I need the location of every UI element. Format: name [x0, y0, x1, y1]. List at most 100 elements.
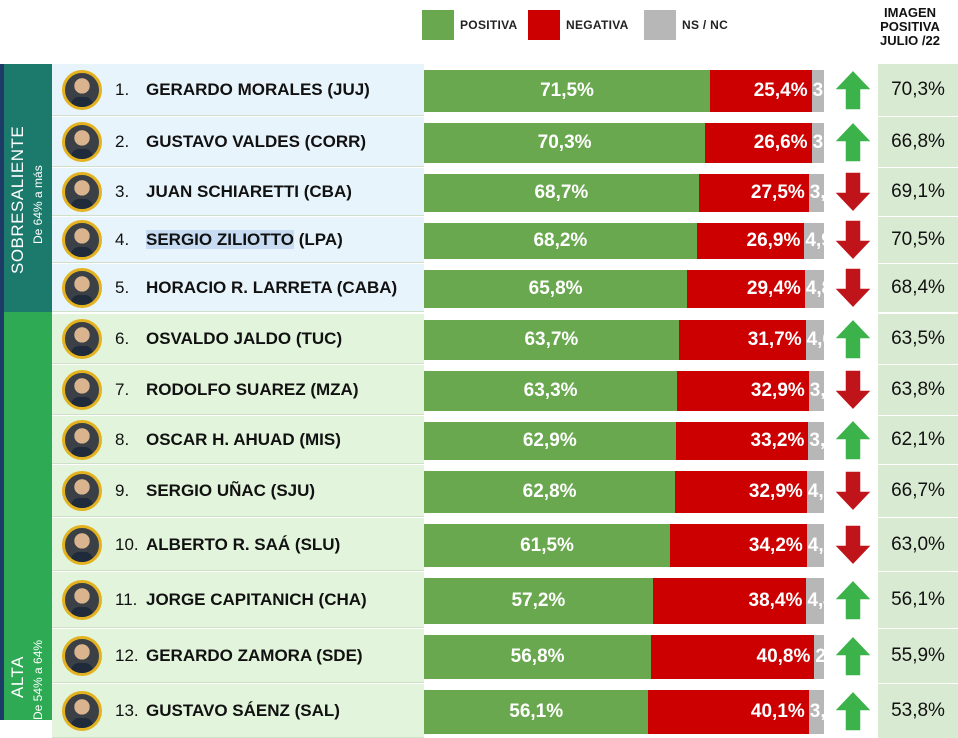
legend-swatch-nsnc: [644, 10, 676, 40]
governor-name: SERGIO UÑAC (SJU): [146, 481, 316, 500]
governor-name: OSCAR H. AHUAD (MIS): [146, 430, 341, 449]
trend-down-arrow-icon: [832, 369, 874, 412]
table-row: 2. GUSTAVO VALDES (CORR) 70,3% 26,6% 3,1% 66,…: [52, 117, 958, 167]
previous-positive-image-value: 63,5%: [878, 314, 958, 364]
legend-swatch-positive: [422, 10, 454, 40]
row-background: [52, 629, 424, 683]
row-background: [52, 465, 424, 517]
trend-down-arrow-icon: [832, 470, 874, 513]
previous-image-header-line: JULIO /22: [880, 33, 940, 48]
bar-segment-positive: 63,3%: [424, 371, 678, 411]
data-label: 4,9%: [805, 230, 824, 251]
data-label: 3,1%: [812, 80, 824, 101]
stacked-bar: 68,2% 26,9%4,9%: [424, 223, 824, 259]
row-background: [52, 518, 424, 571]
row-divider: [52, 463, 424, 464]
data-label: 3,9%: [809, 430, 824, 451]
stacked-bar: 56,8% 40,8% 2,4%: [424, 635, 824, 679]
bar-segment-nsnc: 4,9%: [804, 223, 824, 259]
governor-avatar: [62, 122, 102, 162]
table-row: 8. OSCAR H. AHUAD (MIS) 62,9% 33,2% 3,9% 62,1…: [52, 416, 958, 464]
bar-segment-nsnc: 4,6%: [805, 320, 824, 360]
governor-name: GUSTAVO VALDES (CORR): [146, 132, 367, 151]
data-label: 25,4%: [753, 80, 808, 101]
row-divider: [52, 363, 424, 364]
data-label: 4,4%: [807, 590, 824, 611]
row-background: [52, 117, 424, 167]
rank-number: 5.: [115, 278, 130, 297]
trend-up-arrow-icon: [832, 689, 874, 732]
trend-up-arrow-icon: [832, 120, 874, 163]
legend-label-positive: POSITIVA: [460, 18, 518, 32]
data-label: 3,8%: [809, 701, 824, 722]
governor-name: OSVALDO JALDO (TUC): [146, 329, 343, 348]
data-label: 4,6%: [806, 329, 824, 350]
row-background: [52, 64, 424, 116]
governor-avatar: [62, 172, 102, 212]
row-divider: [52, 570, 424, 571]
previous-image-header-line: IMAGEN: [884, 5, 936, 20]
governor-name: RODOLFO SUAREZ (MZA): [146, 380, 359, 399]
selected-text-highlight: SERGIO ZILIOTTO: [146, 230, 294, 249]
data-label: 68,7%: [534, 182, 589, 203]
previous-positive-image-value: 66,8%: [878, 117, 958, 167]
rank-number: 7.: [115, 380, 130, 399]
data-label: 4,3%: [807, 481, 824, 502]
data-label: 33,2%: [750, 430, 805, 451]
trend-down-arrow-icon: [832, 219, 874, 262]
bar-segment-positive: 70,3%: [424, 123, 706, 163]
bar-segment-nsnc: 4,3%: [806, 524, 824, 567]
governor-avatar: [62, 268, 102, 308]
bar-segment-positive: 56,1%: [424, 690, 649, 734]
trend-up-arrow-icon: [832, 68, 874, 111]
stacked-bar: 63,3% 32,9% 3,8%: [424, 371, 824, 411]
row-divider: [52, 682, 424, 683]
row-background: [52, 416, 424, 464]
bar-segment-negative: 40,8%: [651, 635, 815, 679]
table-row: 10. ALBERTO R. SAÁ (SLU) 61,5% 34,2%4,3% 63,…: [52, 518, 958, 571]
legend: POSITIVA NEGATIVA NS / NC: [0, 0, 958, 64]
bar-segment-nsnc: 4,3%: [806, 471, 824, 513]
rank-number: 3.: [115, 182, 130, 201]
data-label: 65,8%: [528, 278, 583, 299]
previous-positive-image-value: 53,8%: [878, 684, 958, 738]
rank-number: 12.: [115, 646, 139, 665]
bar-segment-nsnc: 3,8%: [808, 174, 824, 212]
data-label: 26,6%: [753, 132, 808, 153]
data-label: 68,2%: [533, 230, 588, 251]
data-label: 3,8%: [809, 380, 824, 401]
data-label: 32,9%: [750, 380, 805, 401]
governor-avatar: [62, 319, 102, 359]
data-label: 61,5%: [520, 534, 574, 556]
bar-segment-positive: 65,8%: [424, 270, 688, 308]
governor-avatar: [62, 471, 102, 511]
table-row: 4. SERGIO ZILIOTTO (LPA) 68,2% 26,9%4,9% 70,…: [52, 217, 958, 263]
bar-segment-negative: 27,5%: [698, 174, 809, 212]
table-row: 7. RODOLFO SUAREZ (MZA) 63,3% 32,9% 3,8% 63,8…: [52, 365, 958, 415]
bar-segment-nsnc: 3,9%: [808, 422, 824, 460]
rank-number: 6.: [115, 329, 130, 348]
table-row: 12. GERARDO ZAMORA (SDE) 56,8% 40,8% 2,4% 55,…: [52, 629, 958, 683]
rank-number: 2.: [115, 132, 130, 151]
bar-segment-negative: 29,4%: [687, 270, 805, 308]
governor-name: GERARDO MORALES (JUJ): [146, 80, 370, 99]
governor-name: SERGIO ZILIOTTO (LPA): [146, 230, 343, 249]
governor-avatar: [62, 691, 102, 731]
previous-image-header-line: POSITIVA: [880, 19, 940, 34]
row-background: [52, 314, 424, 364]
table-row: 6. OSVALDO JALDO (TUC) 63,7% 31,7%4,6% 63,5%: [52, 314, 958, 364]
trend-up-arrow-icon: [832, 317, 874, 360]
bar-segment-negative: 25,4%: [710, 70, 812, 112]
bar-segment-negative: 33,2%: [675, 422, 809, 460]
row-divider: [52, 262, 424, 263]
stacked-bar: 70,3% 26,6% 3,1%: [424, 123, 824, 163]
stacked-bar: 61,5% 34,2%4,3%: [424, 524, 824, 567]
bar-segment-negative: 40,1%: [648, 690, 809, 734]
data-label: 31,7%: [747, 329, 802, 350]
governor-avatar: [62, 70, 102, 110]
bar-segment-positive: 62,9%: [424, 422, 676, 460]
bar-segment-nsnc: 2,4%: [814, 635, 824, 679]
section-label-alta: ALTA De 54% a 64%: [4, 312, 52, 720]
bar-segment-positive: 68,7%: [424, 174, 699, 212]
trend-up-arrow-icon: [832, 634, 874, 677]
